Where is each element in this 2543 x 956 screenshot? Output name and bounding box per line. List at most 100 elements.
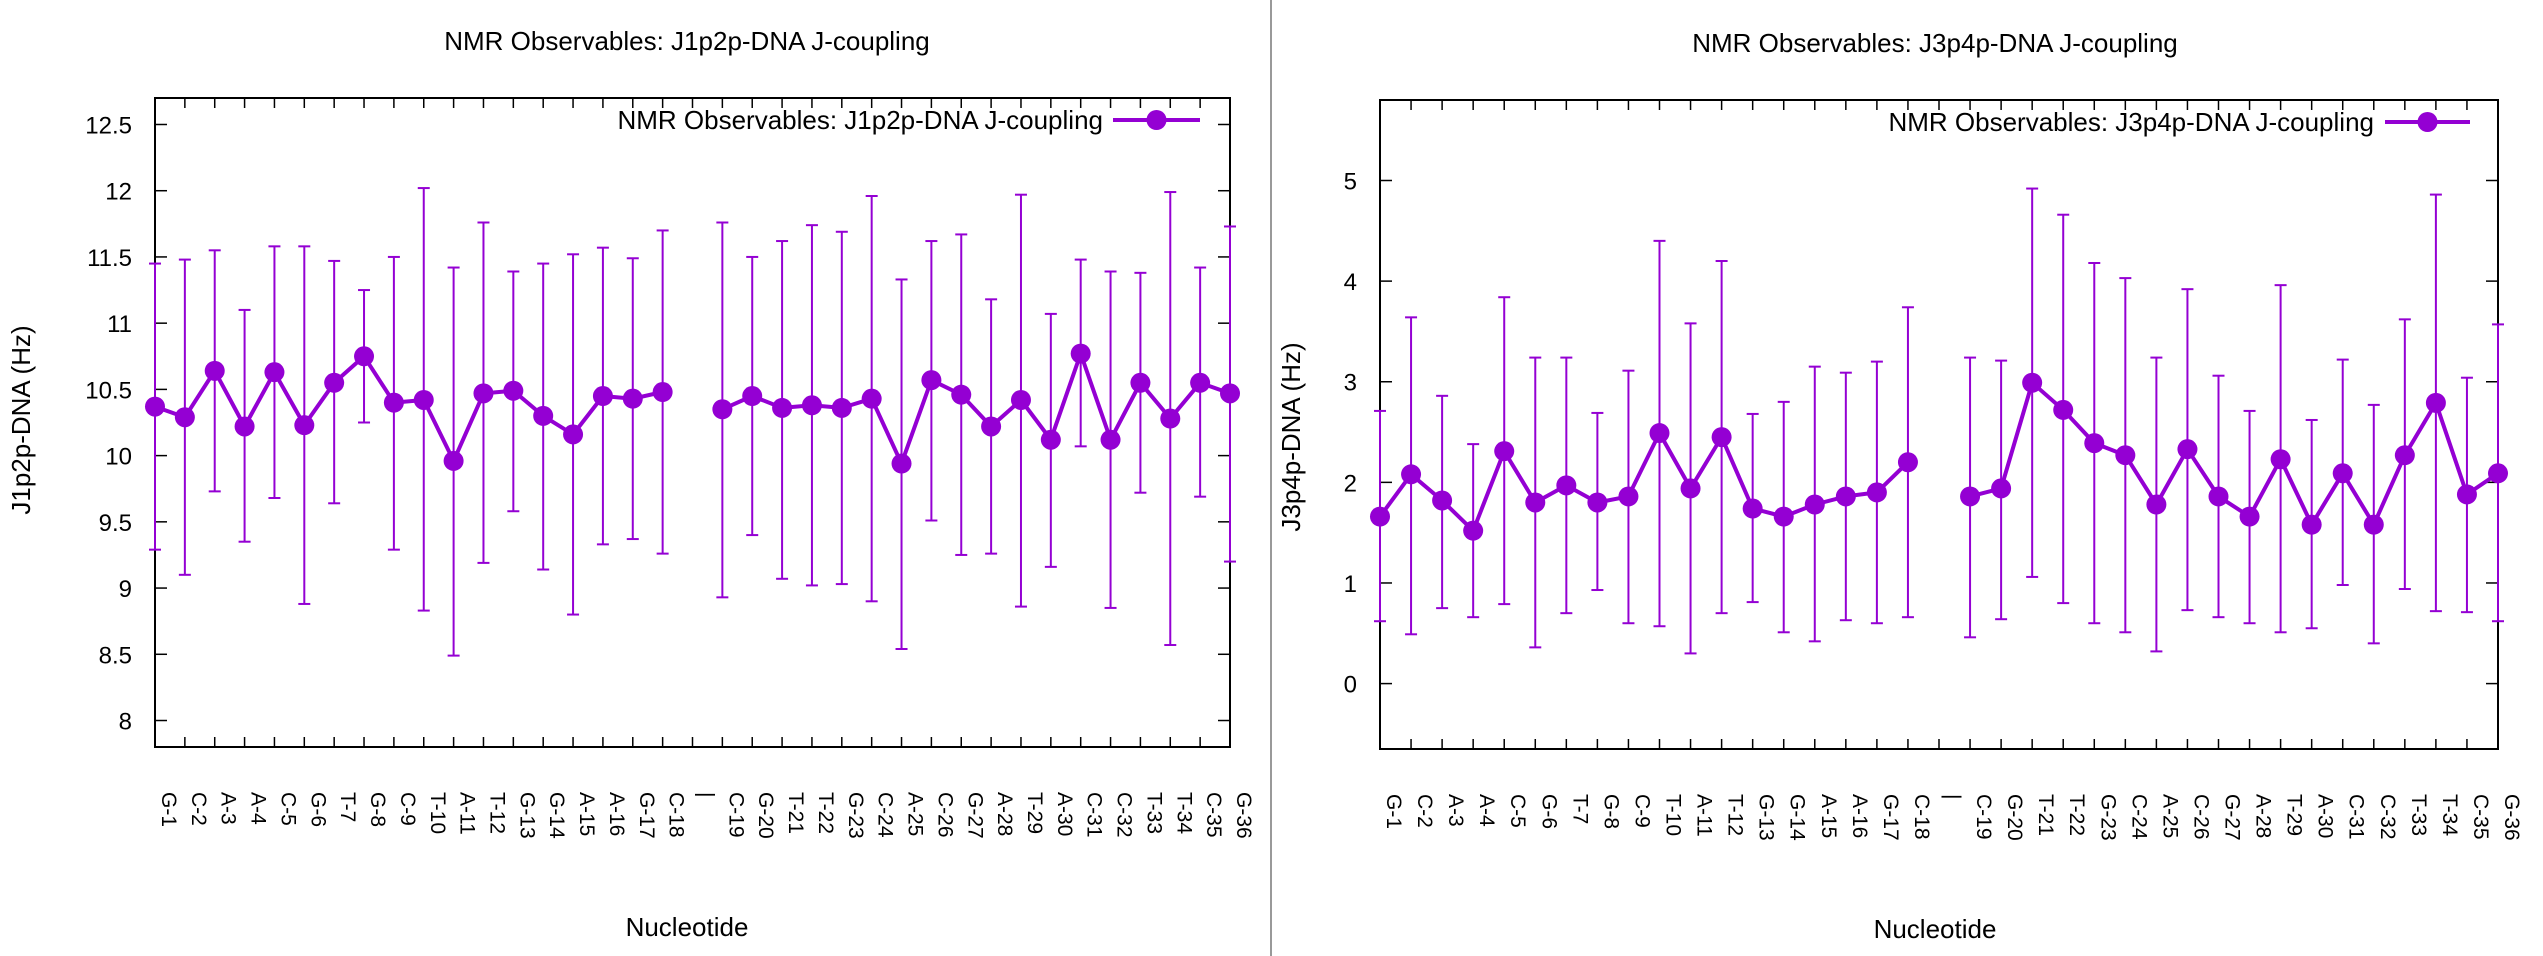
x-tick-label: G-20 bbox=[754, 792, 777, 839]
data-point bbox=[324, 372, 345, 393]
data-point bbox=[1190, 372, 1211, 393]
data-point bbox=[1463, 520, 1484, 541]
y-tick-label: 9.5 bbox=[99, 510, 132, 537]
chart-title: NMR Observables: J3p4p-DNA J-coupling bbox=[1692, 28, 2178, 58]
x-tick-label: G-17 bbox=[635, 792, 658, 839]
data-point bbox=[622, 388, 643, 409]
x-tick-label: C-32 bbox=[1113, 792, 1136, 838]
data-point bbox=[503, 380, 524, 401]
x-tick-label: C-9 bbox=[1630, 794, 1653, 828]
x-tick-label: A-4 bbox=[247, 792, 270, 825]
data-point bbox=[921, 370, 942, 391]
x-tick-label: C-24 bbox=[874, 792, 897, 838]
x-tick-label: A-28 bbox=[2252, 794, 2275, 838]
data-point bbox=[1070, 343, 1091, 364]
x-tick-label: A-28 bbox=[993, 792, 1016, 836]
x-tick-label: A-16 bbox=[1848, 794, 1871, 838]
data-point bbox=[1040, 429, 1061, 450]
y-tick-label: 11 bbox=[107, 311, 132, 338]
data-point bbox=[2053, 399, 2074, 420]
y-tick-label: 8 bbox=[119, 709, 132, 736]
x-tick-label: T-33 bbox=[1142, 792, 1165, 834]
data-point bbox=[1130, 372, 1151, 393]
data-point bbox=[1742, 498, 1763, 519]
x-tick-label: A-3 bbox=[217, 792, 240, 825]
x-tick-label: G-20 bbox=[2003, 794, 2026, 841]
x-tick-label: G-1 bbox=[1382, 794, 1405, 829]
x-tick-label: A-11 bbox=[1693, 794, 1716, 837]
y-axis-label: J1p2p-DNA (Hz) bbox=[6, 325, 36, 514]
x-tick-label: A-25 bbox=[2158, 794, 2181, 838]
data-point bbox=[652, 382, 673, 403]
data-point bbox=[2115, 445, 2136, 466]
y-tick-label: 2 bbox=[1344, 470, 1357, 497]
data-point bbox=[1220, 383, 1240, 404]
data-point bbox=[1494, 441, 1515, 462]
x-tick-label: T-22 bbox=[2065, 794, 2088, 836]
x-tick-label: A-15 bbox=[575, 792, 598, 836]
data-point bbox=[2394, 445, 2415, 466]
data-point bbox=[861, 388, 882, 409]
x-tick-label: T-12 bbox=[485, 792, 508, 834]
x-tick-label: T-34 bbox=[1172, 792, 1195, 834]
y-tick-label: 4 bbox=[1344, 269, 1357, 296]
data-point bbox=[1556, 475, 1577, 496]
y-tick-label: 10 bbox=[105, 444, 132, 471]
x-tick-label: A-16 bbox=[605, 792, 628, 836]
data-point bbox=[1991, 478, 2012, 499]
x-tick-label: C-19 bbox=[724, 792, 747, 838]
data-point bbox=[2208, 486, 2229, 507]
x-tick-label: T-34 bbox=[2438, 794, 2461, 836]
data-point bbox=[1370, 506, 1390, 527]
data-point bbox=[2363, 514, 2384, 535]
data-point bbox=[1897, 452, 1918, 473]
data-point bbox=[801, 395, 822, 416]
data-point bbox=[1432, 490, 1453, 511]
x-tick-label: G-27 bbox=[963, 792, 986, 839]
x-tick-label: A-4 bbox=[1475, 794, 1498, 827]
x-tick-label: T-21 bbox=[784, 792, 807, 834]
y-tick-label: 10.5 bbox=[85, 377, 132, 404]
x-tick-label: G-14 bbox=[1786, 794, 1809, 841]
data-point bbox=[413, 389, 434, 410]
x-tick-label: T-33 bbox=[2407, 794, 2430, 836]
x-tick-label: C-32 bbox=[2376, 794, 2399, 840]
data-point bbox=[2022, 372, 2043, 393]
data-point bbox=[1680, 478, 1701, 499]
y-tick-label: 0 bbox=[1344, 672, 1357, 699]
data-point bbox=[174, 407, 195, 428]
x-tick-label: G-36 bbox=[2500, 794, 2523, 841]
data-point bbox=[563, 424, 584, 445]
x-tick-label: G-23 bbox=[2096, 794, 2119, 841]
data-point bbox=[1587, 492, 1608, 513]
data-point bbox=[473, 383, 494, 404]
data-point bbox=[1773, 506, 1794, 527]
x-tick-label: G-17 bbox=[1879, 794, 1902, 841]
x-tick-label: T-7 bbox=[1568, 794, 1591, 824]
y-tick-label: 5 bbox=[1344, 168, 1357, 195]
x-tick-label: T-29 bbox=[1023, 792, 1046, 834]
chart-j3p4p: NMR Observables: J3p4p-DNA J-coupling J3… bbox=[1276, 28, 2523, 944]
x-tick-label: C-35 bbox=[1202, 792, 1225, 838]
data-point bbox=[712, 399, 733, 420]
data-point bbox=[981, 416, 1002, 437]
x-tick-label: C-31 bbox=[1083, 792, 1106, 838]
data-point bbox=[1835, 486, 1856, 507]
x-axis-label: Nucleotide bbox=[626, 912, 749, 942]
y-tick-label: 1 bbox=[1344, 571, 1357, 598]
data-point bbox=[772, 397, 793, 418]
y-tick-label: 11.5 bbox=[87, 245, 132, 272]
data-point bbox=[1618, 486, 1639, 507]
data-point bbox=[2425, 392, 2446, 413]
data-point bbox=[2456, 484, 2477, 505]
x-tick-label: | bbox=[1941, 794, 1964, 799]
data-point bbox=[1010, 389, 1031, 410]
y-tick-label: 12.5 bbox=[85, 112, 132, 139]
x-tick-label: G-13 bbox=[1755, 794, 1778, 841]
data-point bbox=[1711, 427, 1732, 448]
x-tick-label: C-19 bbox=[1972, 794, 1995, 840]
x-tick-label: C-24 bbox=[2127, 794, 2150, 840]
x-tick-label: C-9 bbox=[396, 792, 419, 826]
data-point bbox=[204, 360, 225, 381]
